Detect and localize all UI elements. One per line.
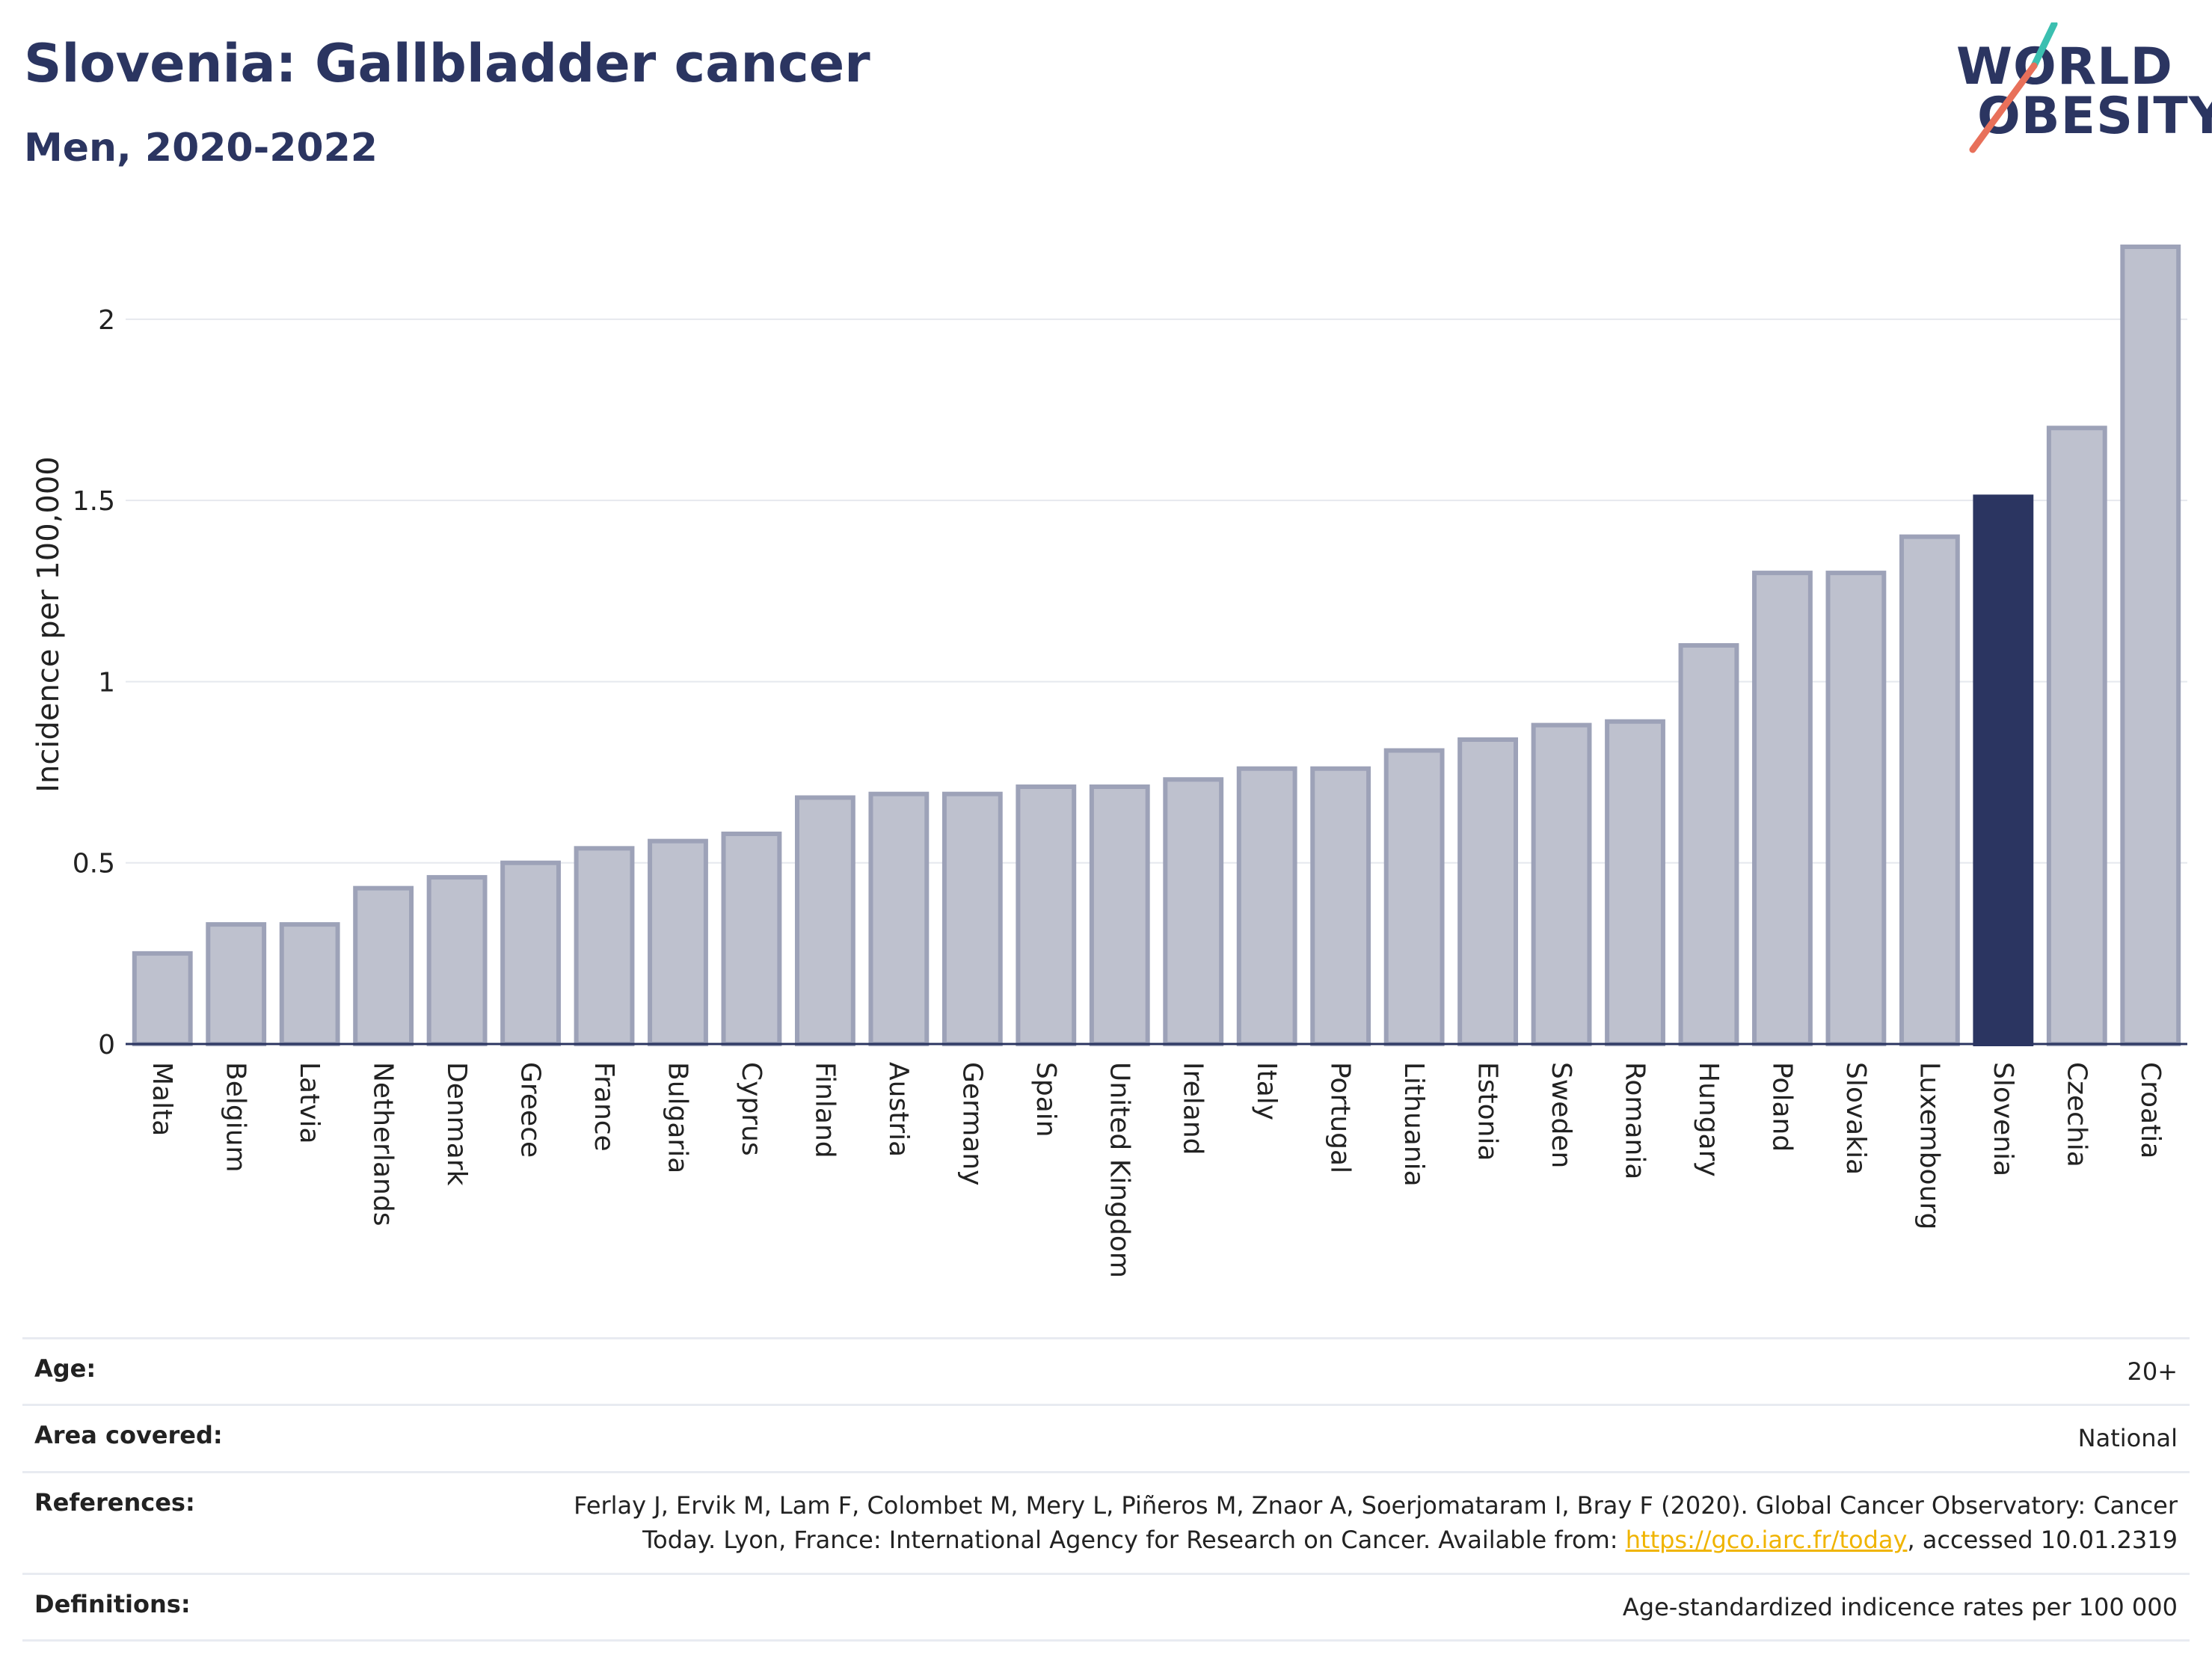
x-tick-label: Estonia	[1472, 1062, 1503, 1161]
bar-latvia	[279, 922, 340, 1046]
x-tick-label: Poland	[1766, 1062, 1797, 1152]
x-tick-label: Romania	[1620, 1062, 1650, 1179]
logo-slash-icon	[1969, 22, 2058, 153]
x-tick-label: Hungary	[1693, 1062, 1724, 1177]
bar-portugal	[1310, 766, 1371, 1047]
bar-romania	[1605, 719, 1665, 1046]
x-tick-label: Spain	[1030, 1062, 1061, 1137]
bar-belgium	[206, 922, 267, 1046]
bar-ireland	[1163, 777, 1224, 1047]
logo-word-2: OBESITY	[1977, 87, 2212, 146]
x-tick-label: Austria	[883, 1062, 914, 1157]
bar-france	[574, 846, 635, 1046]
x-tick-label: Finland	[809, 1062, 840, 1158]
area-label: Area covered:	[34, 1421, 223, 1450]
bars	[132, 245, 2181, 1047]
bar-czechia	[2046, 426, 2107, 1046]
x-tick-label: Italy	[1251, 1062, 1282, 1120]
references-label: References:	[34, 1487, 195, 1517]
bar-slovenia	[1973, 494, 2034, 1046]
bar-austria	[868, 791, 930, 1047]
bar-poland	[1752, 571, 1813, 1046]
meta-row-definitions: Definitions: Age-standardized indicence …	[22, 1572, 2190, 1642]
x-tick-label: Ireland	[1178, 1062, 1208, 1155]
definitions-value: Age-standardized indicence rates per 100…	[1622, 1592, 2178, 1621]
x-tick-label: Czechia	[2061, 1062, 2092, 1167]
y-axis-label: Incidence per 100,000	[31, 456, 66, 793]
chart-subtitle: Men, 2020-2022	[24, 126, 378, 171]
age-value: 20+	[2127, 1357, 2178, 1386]
references-link[interactable]: https://gco.iarc.fr/today	[1625, 1526, 1908, 1555]
x-tick-label: Malta	[147, 1062, 177, 1136]
bar-bulgaria	[648, 838, 708, 1046]
meta-row-references: References: Ferlay J, Ervik M, Lam F, Co…	[22, 1470, 2190, 1573]
bar-croatia	[2120, 245, 2181, 1046]
x-tick-label: Greece	[515, 1062, 546, 1158]
x-tick-label: Slovenia	[1988, 1062, 2018, 1176]
x-tick-label: Sweden	[1546, 1062, 1576, 1168]
definitions-label: Definitions:	[34, 1589, 191, 1618]
x-tick-label: Germany	[956, 1062, 987, 1185]
bar-malta	[132, 951, 193, 1047]
metadata-table: Age: 20+ Area covered: National Referenc…	[22, 1337, 2190, 1642]
area-value: National	[2077, 1424, 2178, 1453]
bar-germany	[941, 791, 1003, 1047]
bar-greece	[500, 860, 561, 1047]
x-tick-label: Bulgaria	[662, 1062, 692, 1173]
x-tick-label: Croatia	[2135, 1062, 2166, 1158]
bar-finland	[794, 795, 855, 1046]
x-tick-label: United Kingdom	[1104, 1062, 1134, 1278]
x-tick-label: Lithuania	[1398, 1062, 1429, 1187]
x-tick-label: Belgium	[221, 1062, 251, 1173]
x-tick-label: Denmark	[441, 1062, 472, 1186]
meta-row-area: Area covered: National	[22, 1404, 2190, 1470]
x-tick-label: Netherlands	[368, 1062, 399, 1226]
x-tick-label: Slovakia	[1840, 1062, 1871, 1175]
x-tick-label: Luxembourg	[1914, 1062, 1944, 1229]
x-tick-label: Latvia	[294, 1062, 325, 1144]
bar-lithuania	[1383, 748, 1445, 1046]
bar-hungary	[1678, 643, 1739, 1046]
references-line-2a: Today. Lyon, France: International Agenc…	[642, 1526, 1626, 1555]
y-tick-label: 0.5	[73, 849, 115, 879]
chart-title: Slovenia: Gallbladder cancer	[24, 33, 870, 94]
bar-chart: Malta Belgium Latvia Netherlands Denmark Gree…	[31, 245, 2187, 1278]
y-tick-label: 1	[98, 667, 115, 698]
world-obesity-logo: WORLD OBESITY	[1944, 22, 2212, 157]
y-tick-labels: 0 0.5 1 1.5 2	[73, 305, 115, 1060]
bar-estonia	[1457, 737, 1519, 1046]
y-tick-label: 2	[98, 305, 115, 336]
bar-sweden	[1531, 722, 1592, 1046]
bar-united-kingdom	[1089, 784, 1150, 1047]
bar-italy	[1236, 766, 1297, 1047]
bar-netherlands	[353, 885, 414, 1047]
bar-luxembourg	[1899, 534, 1960, 1046]
bar-spain	[1016, 784, 1077, 1047]
bar-denmark	[426, 875, 488, 1047]
references-line-1: Ferlay J, Ervik M, Lam F, Colombet M, Me…	[574, 1490, 2178, 1520]
x-tick-label: Cyprus	[736, 1062, 766, 1156]
bar-cyprus	[721, 831, 782, 1046]
references-value: Ferlay J, Ervik M, Lam F, Colombet M, Me…	[574, 1488, 2178, 1558]
y-tick-label: 1.5	[73, 486, 115, 517]
x-tick-label: France	[589, 1062, 619, 1152]
meta-row-age: Age: 20+	[22, 1337, 2190, 1404]
references-line-2b: , accessed 10.01.2319	[1907, 1526, 2178, 1555]
x-tick-label: Portugal	[1325, 1062, 1356, 1173]
y-tick-label: 0	[98, 1030, 115, 1060]
age-label: Age:	[34, 1354, 96, 1383]
bar-slovakia	[1825, 571, 1887, 1046]
logo-word-1: WORLD	[1956, 37, 2173, 96]
x-tick-labels: Malta Belgium Latvia Netherlands Denmark Gree…	[147, 1062, 2166, 1278]
